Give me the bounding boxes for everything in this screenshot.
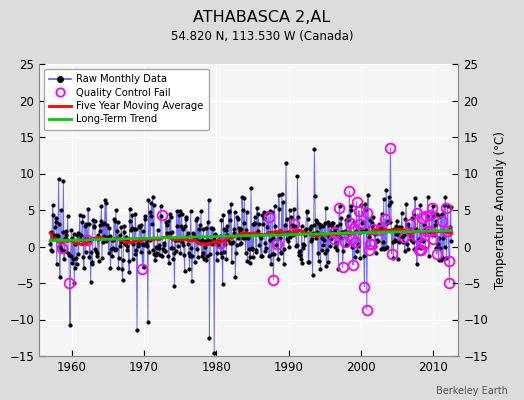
Text: Berkeley Earth: Berkeley Earth (436, 386, 508, 396)
Text: ATHABASCA 2,AL: ATHABASCA 2,AL (193, 10, 331, 25)
Y-axis label: Temperature Anomaly (°C): Temperature Anomaly (°C) (494, 131, 507, 289)
Text: 54.820 N, 113.530 W (Canada): 54.820 N, 113.530 W (Canada) (171, 30, 353, 43)
Legend: Raw Monthly Data, Quality Control Fail, Five Year Moving Average, Long-Term Tren: Raw Monthly Data, Quality Control Fail, … (45, 69, 209, 130)
